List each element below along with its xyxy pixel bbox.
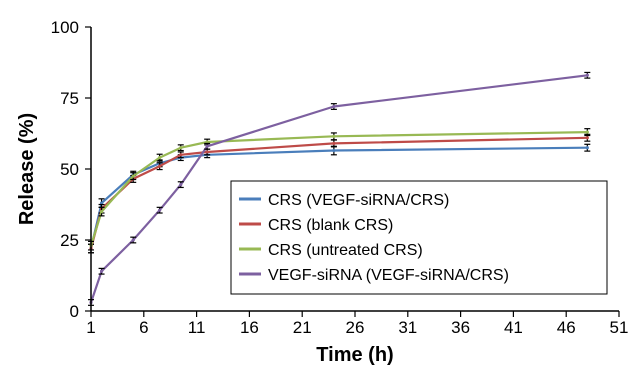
error-bar bbox=[156, 162, 163, 171]
error-bar bbox=[584, 143, 591, 152]
data-point bbox=[158, 208, 162, 212]
error-bar bbox=[584, 128, 591, 137]
x-axis-title: Time (h) bbox=[316, 344, 393, 366]
legend-label: CRS (untreated CRS) bbox=[268, 242, 423, 259]
error-bar bbox=[330, 103, 337, 110]
error-bar bbox=[177, 151, 184, 159]
x-tick-label: 41 bbox=[504, 318, 523, 337]
error-bar bbox=[204, 142, 211, 150]
data-point bbox=[332, 104, 336, 109]
y-tick-label: 50 bbox=[60, 160, 79, 179]
x-axis-ticks: 1 6 11 16 21 26 31 36 41 46 51 bbox=[86, 311, 628, 337]
data-point bbox=[332, 148, 336, 153]
series-3 bbox=[88, 128, 591, 251]
x-tick-label: 11 bbox=[188, 318, 206, 337]
y-axis-ticks: 0 25 50 75 100 bbox=[51, 18, 91, 321]
legend-label: CRS (blank CRS) bbox=[268, 217, 393, 234]
data-point bbox=[99, 210, 104, 214]
error-bar bbox=[130, 236, 137, 244]
x-tick-label: 1 bbox=[86, 318, 95, 337]
x-tick-label: 21 bbox=[293, 318, 312, 337]
x-tick-label: 46 bbox=[557, 318, 576, 337]
data-point bbox=[179, 183, 183, 187]
x-tick-label: 36 bbox=[451, 318, 470, 337]
error-bar bbox=[330, 132, 337, 141]
series-line bbox=[89, 136, 588, 249]
data-point bbox=[205, 150, 209, 154]
legend-box bbox=[230, 180, 608, 295]
x-tick-label: 26 bbox=[346, 318, 365, 337]
x-tick-label: 31 bbox=[398, 318, 417, 337]
data-point bbox=[99, 201, 104, 205]
error-bar bbox=[177, 144, 184, 152]
x-tick-label: 16 bbox=[240, 318, 259, 337]
data-point bbox=[158, 156, 162, 160]
data-point bbox=[585, 136, 589, 140]
x-tick-label: 6 bbox=[139, 318, 148, 337]
data-point bbox=[205, 144, 209, 148]
data-point bbox=[179, 153, 183, 157]
error-bar bbox=[584, 71, 591, 79]
error-bar bbox=[130, 172, 137, 181]
error-bar bbox=[98, 267, 105, 275]
data-point bbox=[585, 130, 589, 134]
legend-label: CRS (VEGF-siRNA/CRS) bbox=[268, 192, 449, 209]
data-point bbox=[179, 146, 183, 150]
data-point bbox=[332, 134, 336, 138]
y-tick-label: 0 bbox=[70, 302, 79, 321]
plot-area bbox=[88, 71, 591, 306]
y-tick-label: 75 bbox=[60, 89, 79, 108]
data-point bbox=[99, 269, 104, 273]
data-point bbox=[131, 174, 135, 178]
error-bar bbox=[156, 153, 163, 162]
error-bar bbox=[177, 181, 184, 189]
series-line bbox=[89, 74, 588, 303]
error-bar bbox=[98, 206, 105, 217]
data-point bbox=[585, 146, 589, 150]
x-tick-label: 51 bbox=[610, 318, 629, 337]
legend: CRS (VEGF-siRNA/CRS) CRS (blank CRS) CRS (… bbox=[230, 180, 608, 295]
data-point bbox=[205, 140, 209, 144]
error-bar bbox=[156, 206, 163, 214]
data-point bbox=[158, 164, 162, 168]
y-tick-label: 100 bbox=[51, 18, 79, 37]
y-axis-title: Release (%) bbox=[16, 113, 38, 225]
series-line bbox=[89, 131, 588, 247]
legend-label: VEGF-siRNA (VEGF-siRNA/CRS) bbox=[268, 267, 509, 284]
data-point bbox=[131, 238, 135, 242]
y-tick-label: 25 bbox=[60, 231, 79, 250]
data-point bbox=[585, 73, 589, 77]
data-point bbox=[332, 141, 336, 146]
